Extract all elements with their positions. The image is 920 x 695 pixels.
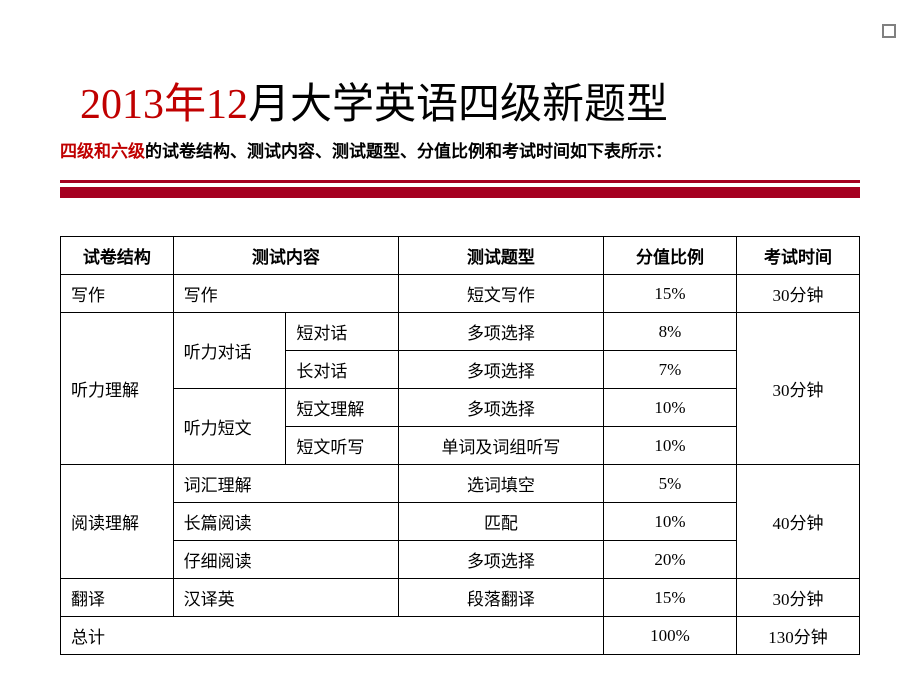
- subtitle-rest: 的试卷结构、测试内容、测试题型、分值比例和考试时间如下表所示：: [145, 142, 672, 161]
- cell-percent: 10%: [603, 503, 736, 541]
- cell-struct: 总计: [61, 617, 604, 655]
- cell-content-sub: 短文理解: [286, 389, 399, 427]
- cell-content: 词汇理解: [173, 465, 398, 503]
- cell-content-sub: 短文听写: [286, 427, 399, 465]
- cell-time: 30分钟: [737, 579, 860, 617]
- header-time: 考试时间: [737, 237, 860, 275]
- cell-type: 多项选择: [399, 541, 604, 579]
- table-row: 写作 写作 短文写作 15% 30分钟: [61, 275, 860, 313]
- title-year: 2013年12: [80, 82, 248, 128]
- header-content: 测试内容: [173, 237, 398, 275]
- cell-percent: 100%: [603, 617, 736, 655]
- divider-thick: [60, 187, 860, 198]
- cell-time: 130分钟: [737, 617, 860, 655]
- cell-struct: 写作: [61, 275, 174, 313]
- cell-percent: 20%: [603, 541, 736, 579]
- subtitle-highlight: 四级和六级: [60, 142, 145, 161]
- cell-content-group: 听力短文: [173, 389, 286, 465]
- cell-type: 多项选择: [399, 389, 604, 427]
- cell-type: 段落翻译: [399, 579, 604, 617]
- cell-content: 写作: [173, 275, 398, 313]
- header-structure: 试卷结构: [61, 237, 174, 275]
- cell-type: 单词及词组听写: [399, 427, 604, 465]
- cell-percent: 8%: [603, 313, 736, 351]
- cell-percent: 7%: [603, 351, 736, 389]
- cell-time: 30分钟: [737, 313, 860, 465]
- cell-content-sub: 长对话: [286, 351, 399, 389]
- cell-percent: 15%: [603, 579, 736, 617]
- cell-struct: 阅读理解: [61, 465, 174, 579]
- cell-content: 长篇阅读: [173, 503, 398, 541]
- table-row: 翻译 汉译英 段落翻译 15% 30分钟: [61, 579, 860, 617]
- header-type: 测试题型: [399, 237, 604, 275]
- cell-type: 多项选择: [399, 313, 604, 351]
- cell-time: 40分钟: [737, 465, 860, 579]
- cell-content: 汉译英: [173, 579, 398, 617]
- table-header-row: 试卷结构 测试内容 测试题型 分值比例 考试时间: [61, 237, 860, 275]
- cell-type: 匹配: [399, 503, 604, 541]
- cell-struct: 翻译: [61, 579, 174, 617]
- cell-content-sub: 短对话: [286, 313, 399, 351]
- cell-struct: 听力理解: [61, 313, 174, 465]
- cell-percent: 10%: [603, 427, 736, 465]
- corner-decoration: [882, 24, 896, 38]
- cell-type: 短文写作: [399, 275, 604, 313]
- slide-content: 2013年12月大学英语四级新题型 四级和六级的试卷结构、测试内容、测试题型、分…: [0, 0, 920, 695]
- cell-percent: 5%: [603, 465, 736, 503]
- cell-content-group: 听力对话: [173, 313, 286, 389]
- cell-type: 选词填空: [399, 465, 604, 503]
- cell-content: 仔细阅读: [173, 541, 398, 579]
- exam-structure-table: 试卷结构 测试内容 测试题型 分值比例 考试时间 写作 写作 短文写作 15% …: [60, 236, 860, 655]
- cell-percent: 10%: [603, 389, 736, 427]
- cell-time: 30分钟: [737, 275, 860, 313]
- slide-subtitle: 四级和六级的试卷结构、测试内容、测试题型、分值比例和考试时间如下表所示：: [60, 137, 860, 162]
- header-percent: 分值比例: [603, 237, 736, 275]
- table-row: 总计 100% 130分钟: [61, 617, 860, 655]
- table-row: 阅读理解 词汇理解 选词填空 5% 40分钟: [61, 465, 860, 503]
- slide-title: 2013年12月大学英语四级新题型: [80, 70, 860, 131]
- cell-percent: 15%: [603, 275, 736, 313]
- table-row: 听力理解 听力对话 短对话 多项选择 8% 30分钟: [61, 313, 860, 351]
- title-rest: 月大学英语四级新题型: [248, 82, 668, 128]
- cell-type: 多项选择: [399, 351, 604, 389]
- divider-thin: [60, 180, 860, 183]
